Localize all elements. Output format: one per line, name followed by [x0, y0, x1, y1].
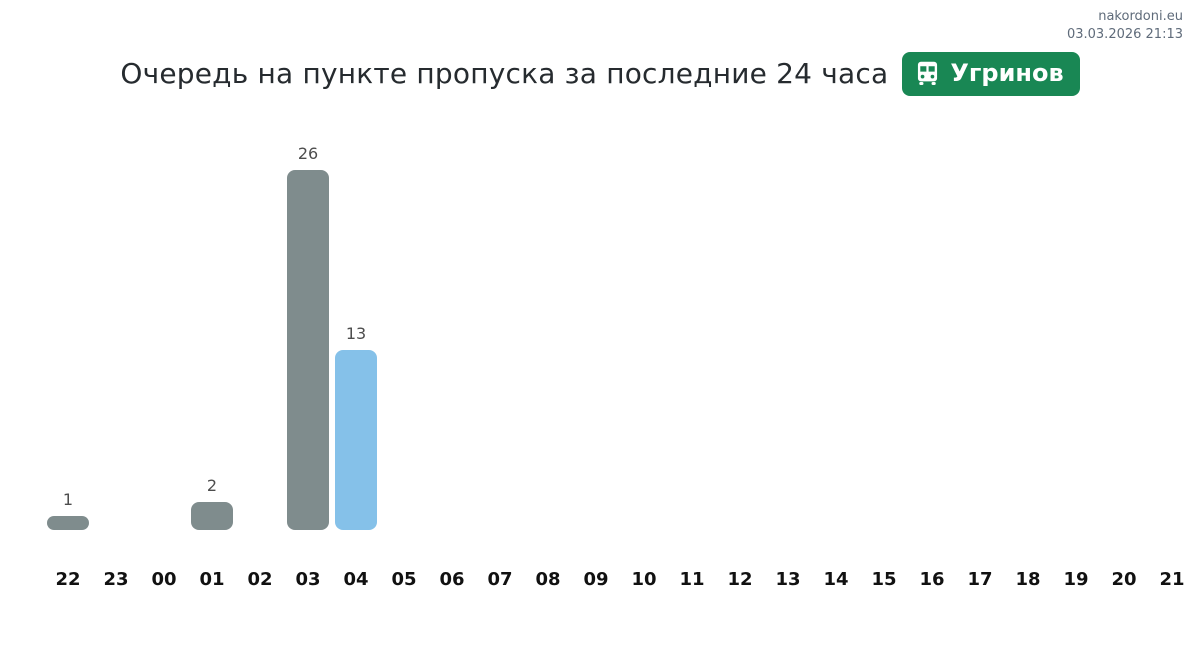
- x-tick-00: 00: [151, 569, 177, 590]
- x-tick-04: 04: [343, 569, 369, 590]
- x-tick-21: 21: [1159, 569, 1185, 590]
- bar-slot-21: [1148, 140, 1196, 530]
- page-title: Очередь на пункте пропуска за последние …: [120, 57, 889, 91]
- x-tick-17: 17: [967, 569, 993, 590]
- x-tick-23: 23: [103, 569, 129, 590]
- bar-hour-03: [287, 170, 329, 530]
- bar-slot-20: [1100, 140, 1148, 530]
- checkpoint-badge: Угринов: [902, 52, 1080, 96]
- bar-slot-05: [380, 140, 428, 530]
- bar-slot-17: [956, 140, 1004, 530]
- x-tick-22: 22: [55, 569, 81, 590]
- x-tick-02: 02: [247, 569, 273, 590]
- x-tick-07: 07: [487, 569, 513, 590]
- bar-slot-10: [620, 140, 668, 530]
- bar-slot-01: 2: [188, 140, 236, 530]
- bar-slot-11: [668, 140, 716, 530]
- x-tick-20: 20: [1111, 569, 1137, 590]
- x-tick-19: 19: [1063, 569, 1089, 590]
- bar-slot-15: [860, 140, 908, 530]
- bar-slot-06: [428, 140, 476, 530]
- site-meta: nakordoni.eu 03.03.2026 21:13: [1067, 8, 1183, 43]
- x-tick-03: 03: [295, 569, 321, 590]
- bar-slot-14: [812, 140, 860, 530]
- x-tick-11: 11: [679, 569, 705, 590]
- x-tick-15: 15: [871, 569, 897, 590]
- bar-slot-18: [1004, 140, 1052, 530]
- bar-slot-19: [1052, 140, 1100, 530]
- bar-value-label: 13: [345, 324, 367, 343]
- bar-chart: 1 2 26 13: [44, 140, 1196, 530]
- bus-icon: [914, 60, 941, 87]
- bar-value-label: 26: [297, 144, 319, 163]
- checkpoint-name: Угринов: [950, 59, 1064, 87]
- bar-slot-12: [716, 140, 764, 530]
- x-axis: 22 23 00 01 02 03 04 05 06 07 08 09 10 11 12 13 14 15 16 17…: [44, 569, 1196, 590]
- x-tick-05: 05: [391, 569, 417, 590]
- x-tick-13: 13: [775, 569, 801, 590]
- x-tick-14: 14: [823, 569, 849, 590]
- site-name: nakordoni.eu: [1098, 9, 1183, 24]
- x-tick-18: 18: [1015, 569, 1041, 590]
- timestamp: 03.03.2026 21:13: [1066, 26, 1183, 42]
- x-tick-10: 10: [631, 569, 657, 590]
- bar-slot-23: [92, 140, 140, 530]
- bar-slot-03: 26: [284, 140, 332, 530]
- x-tick-01: 01: [199, 569, 225, 590]
- bar-hour-22: [47, 516, 89, 530]
- bar-slot-07: [476, 140, 524, 530]
- bar-slot-08: [524, 140, 572, 530]
- bar-slot-16: [908, 140, 956, 530]
- bar-slot-13: [764, 140, 812, 530]
- x-tick-12: 12: [727, 569, 753, 590]
- title-row: Очередь на пункте пропуска за последние …: [0, 52, 1200, 96]
- bar-slot-22: 1: [44, 140, 92, 530]
- x-tick-16: 16: [919, 569, 945, 590]
- bar-hour-01: [191, 502, 233, 530]
- bar-slot-02: [236, 140, 284, 530]
- bar-value-label: 1: [62, 490, 74, 509]
- bar-slot-04: 13: [332, 140, 380, 530]
- bar-slot-09: [572, 140, 620, 530]
- x-tick-06: 06: [439, 569, 465, 590]
- bar-slot-00: [140, 140, 188, 530]
- x-tick-09: 09: [583, 569, 609, 590]
- bar-hour-04: [335, 350, 377, 530]
- bar-value-label: 2: [206, 476, 218, 495]
- x-tick-08: 08: [535, 569, 561, 590]
